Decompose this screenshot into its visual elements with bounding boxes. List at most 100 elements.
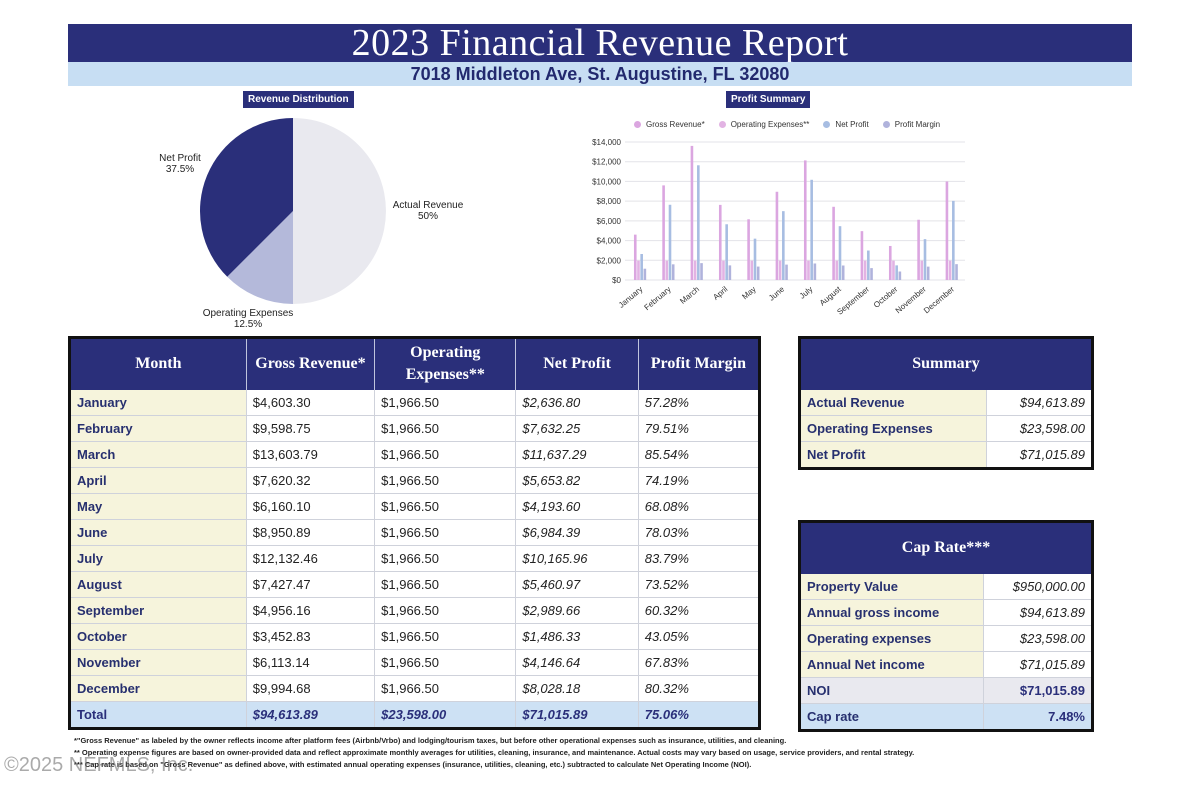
legend-label: Operating Expenses**: [730, 120, 810, 129]
table-cell: August: [69, 571, 247, 598]
bar-june-2: [782, 211, 785, 280]
bar-september-3: [870, 268, 873, 280]
bar-august-3: [841, 265, 845, 280]
bar-january-1: [637, 260, 640, 280]
bar-february-1: [665, 260, 669, 280]
bar-january-0: [633, 234, 637, 280]
bar-march-0: [690, 145, 694, 280]
col-header-profit-margin: Profit Margin: [638, 337, 761, 390]
legend-item-net-profit: Net Profit: [823, 120, 869, 129]
bar-february-2: [668, 204, 672, 280]
y-tick-label: $14,000: [592, 138, 621, 147]
y-tick-label: $12,000: [592, 158, 621, 167]
summary-row: Actual Revenue $94,613.89: [799, 389, 1093, 416]
table-row: March $13,603.79 $1,966.50 $11,637.29 85.54%: [69, 441, 761, 468]
bar-october-3: [898, 271, 902, 280]
cap-rate-table: Cap Rate*** Property Value $950,000.00 Ann…: [798, 520, 1094, 732]
table-cell: June: [69, 519, 247, 546]
bar-september-2: [867, 250, 870, 280]
table-cell: $1,966.50: [374, 493, 517, 520]
table-cell: $1,966.50: [374, 649, 517, 676]
table-cell: Annual Net income: [799, 651, 985, 678]
table-row: June $8,950.89 $1,966.50 $6,984.39 78.03%: [69, 519, 761, 546]
cap-rate-row: Cap rate 7.48%: [799, 703, 1093, 731]
summary-row: Operating Expenses $23,598.00: [799, 415, 1093, 442]
bar-august-0: [832, 206, 835, 280]
x-tick-label: July: [798, 285, 815, 301]
y-tick-label: $4,000: [597, 237, 622, 246]
bar-june-0: [775, 191, 779, 280]
table-row: May $6,160.10 $1,966.50 $4,193.60 68.08%: [69, 493, 761, 520]
x-tick-label: April: [711, 285, 729, 302]
table-cell: $9,994.68: [246, 675, 376, 702]
legend-label: Profit Margin: [894, 120, 941, 129]
table-cell: Annual gross income: [799, 599, 985, 626]
x-tick-label: January: [617, 285, 645, 310]
pie-label-actual-revenue-name: Actual Revenue: [392, 200, 464, 211]
x-tick-label: June: [767, 284, 786, 302]
table-cell: $23,598.00: [983, 625, 1093, 652]
table-cell: $6,160.10: [246, 493, 376, 520]
table-cell: $23,598.00: [986, 415, 1093, 442]
bar-may-2: [753, 238, 757, 280]
bar-october-0: [888, 245, 892, 280]
table-row: November $6,113.14 $1,966.50 $4,146.64 67.83…: [69, 649, 761, 676]
table-cell: $4,146.64: [515, 649, 639, 676]
bar-april-1: [722, 260, 725, 280]
table-cell: 68.08%: [638, 493, 761, 520]
table-cell: February: [69, 415, 247, 442]
table-cell: 75.06%: [638, 701, 761, 729]
table-cell: $8,028.18: [515, 675, 639, 702]
table-row: January $4,603.30 $1,966.50 $2,636.80 57.28%: [69, 389, 761, 416]
table-cell: $5,653.82: [515, 467, 639, 494]
table-cell: 80.32%: [638, 675, 761, 702]
pie-label-operating-expenses: Operating Expenses 12.5%: [193, 308, 303, 330]
col-header-net-profit: Net Profit: [515, 337, 639, 390]
monthly-revenue-table: Month Gross Revenue* Operating Expenses*…: [68, 336, 761, 730]
table-cell: $1,966.50: [374, 519, 517, 546]
table-cell: $7,620.32: [246, 467, 376, 494]
y-tick-label: $10,000: [592, 177, 621, 186]
bar-april-0: [718, 204, 722, 280]
bar-october-2: [895, 265, 898, 280]
summary-title: Summary: [799, 337, 1093, 390]
table-cell: $94,613.89: [246, 701, 376, 729]
pie-label-net-profit: Net Profit 37.5%: [150, 153, 210, 175]
bar-march-2: [697, 165, 700, 280]
pie-label-operating-expenses-pct: 12.5%: [233, 319, 263, 330]
cap-rate-row: Annual Net income $71,015.89: [799, 651, 1093, 678]
table-row: September $4,956.16 $1,966.50 $2,989.66 60.3…: [69, 597, 761, 624]
table-cell: $9,598.75: [246, 415, 376, 442]
table-cell: $12,132.46: [246, 545, 376, 572]
bar-july-1: [807, 260, 810, 280]
legend-item-profit-margin: Profit Margin: [882, 120, 941, 129]
bar-november-0: [917, 219, 920, 280]
pie-label-actual-revenue-pct: 50%: [417, 211, 438, 222]
table-cell: Actual Revenue: [799, 389, 988, 416]
table-cell: 79.51%: [638, 415, 761, 442]
x-tick-label: February: [642, 285, 672, 312]
table-row: December $9,994.68 $1,966.50 $8,028.18 80.32…: [69, 675, 761, 702]
table-cell: 73.52%: [638, 571, 761, 598]
table-cell: November: [69, 649, 247, 676]
table-cell: $1,966.50: [374, 415, 517, 442]
table-cell: $1,486.33: [515, 623, 639, 650]
bar-january-3: [643, 268, 647, 280]
bar-december-0: [945, 181, 949, 280]
table-cell: 57.28%: [638, 389, 761, 416]
property-address: 7018 Middleton Ave, St. Augustine, FL 32…: [68, 62, 1132, 86]
x-tick-label: May: [740, 285, 757, 302]
table-cell: $10,165.96: [515, 545, 639, 572]
bar-february-0: [662, 185, 665, 280]
bar-july-2: [810, 179, 813, 280]
legend-label: Net Profit: [835, 120, 869, 129]
y-tick-label: $6,000: [597, 217, 622, 226]
table-cell: Total: [69, 701, 247, 729]
copyright-watermark: ©2025 NEFMLS, Inc.: [4, 754, 194, 776]
bar-july-3: [813, 263, 817, 280]
bar-chart-title: Profit Summary: [726, 91, 811, 108]
table-cell: July: [69, 545, 247, 572]
bar-chart-legend: Gross Revenue* Operating Expenses** Net …: [634, 120, 940, 129]
table-cell: Operating Expenses: [799, 415, 988, 442]
table-cell: $950,000.00: [983, 573, 1093, 600]
